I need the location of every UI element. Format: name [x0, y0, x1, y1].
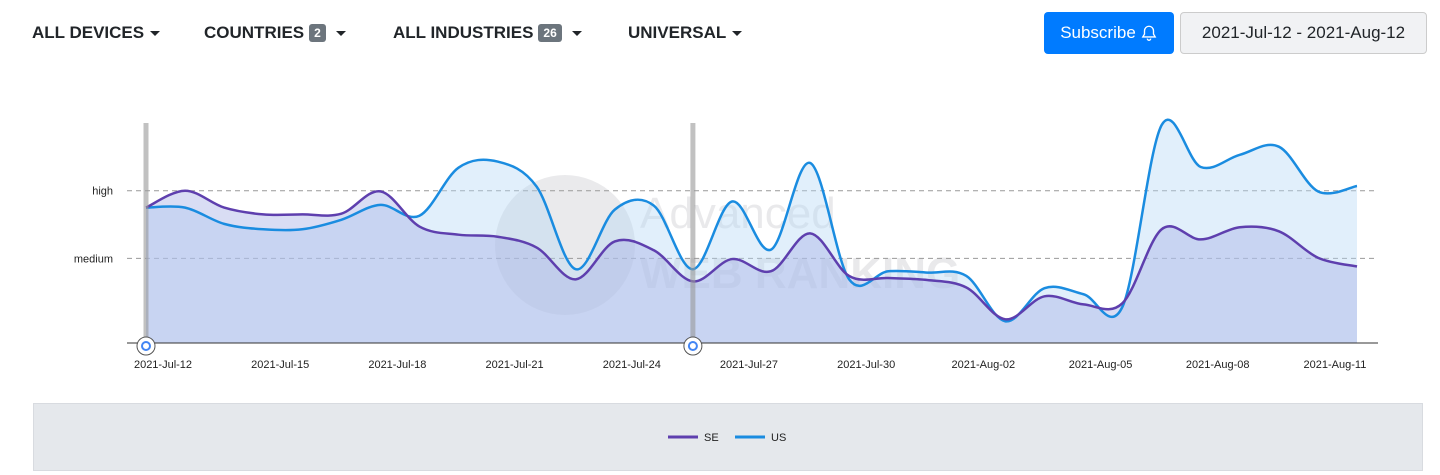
x-tick-label: 2021-Aug-02 — [952, 359, 1016, 371]
x-tick-label: 2021-Jul-18 — [368, 359, 426, 371]
countries-dropdown[interactable]: COUNTRIES 2 — [204, 22, 346, 44]
x-tick-label: 2021-Aug-05 — [1069, 359, 1133, 371]
legend: SE US — [668, 432, 786, 444]
industries-dropdown[interactable]: ALL INDUSTRIES 26 — [393, 22, 582, 44]
watermark: Advanced WEB RANKING — [495, 175, 960, 315]
label: COUNTRIES — [204, 23, 305, 42]
watermark-text: Advanced — [640, 189, 836, 238]
x-tick-label: 2021-Jul-24 — [603, 359, 661, 371]
label: ALL INDUSTRIES — [393, 23, 534, 42]
search-dropdown[interactable]: UNIVERSAL — [628, 22, 743, 44]
badge: 2 — [309, 24, 326, 42]
label: ALL DEVICES — [32, 23, 145, 42]
legend-panel — [33, 403, 1423, 471]
event-icon-g — [687, 341, 698, 351]
devices-dropdown[interactable]: ALL DEVICES — [32, 22, 161, 44]
date-range-button[interactable]: 2021-Jul-12 - 2021-Aug-12 — [1180, 12, 1427, 54]
y-tick-label: medium — [74, 253, 113, 265]
x-tick-label: 2021-Jul-27 — [720, 359, 778, 371]
x-tick-label: 2021-Jul-30 — [837, 359, 895, 371]
label: Subscribe — [1060, 23, 1136, 42]
bell-icon — [1141, 25, 1157, 41]
x-tick-label: 2021-Aug-08 — [1186, 359, 1250, 371]
line — [145, 189, 1358, 321]
event-icon — [683, 336, 703, 356]
watermark-globe — [495, 175, 635, 315]
label: UNIVERSAL — [628, 23, 727, 42]
legend-label: US — [771, 432, 786, 444]
x-tick-label: 2021-Jul-12 — [134, 359, 192, 371]
x-tick-label: 2021-Jul-21 — [486, 359, 544, 371]
x-tick-label: 2021-Jul-15 — [251, 359, 309, 371]
x-tick-label: 2021-Aug-11 — [1304, 359, 1367, 371]
event-icon — [136, 336, 156, 356]
line — [145, 118, 1358, 323]
badge: 26 — [538, 24, 562, 42]
subscribe-button[interactable]: Subscribe — [1044, 12, 1174, 54]
y-tick-label: high — [92, 186, 113, 198]
event-icon-g — [141, 341, 151, 351]
label: 2021-Jul-12 - 2021-Aug-12 — [1201, 23, 1406, 42]
legend-label: SE — [704, 432, 719, 444]
